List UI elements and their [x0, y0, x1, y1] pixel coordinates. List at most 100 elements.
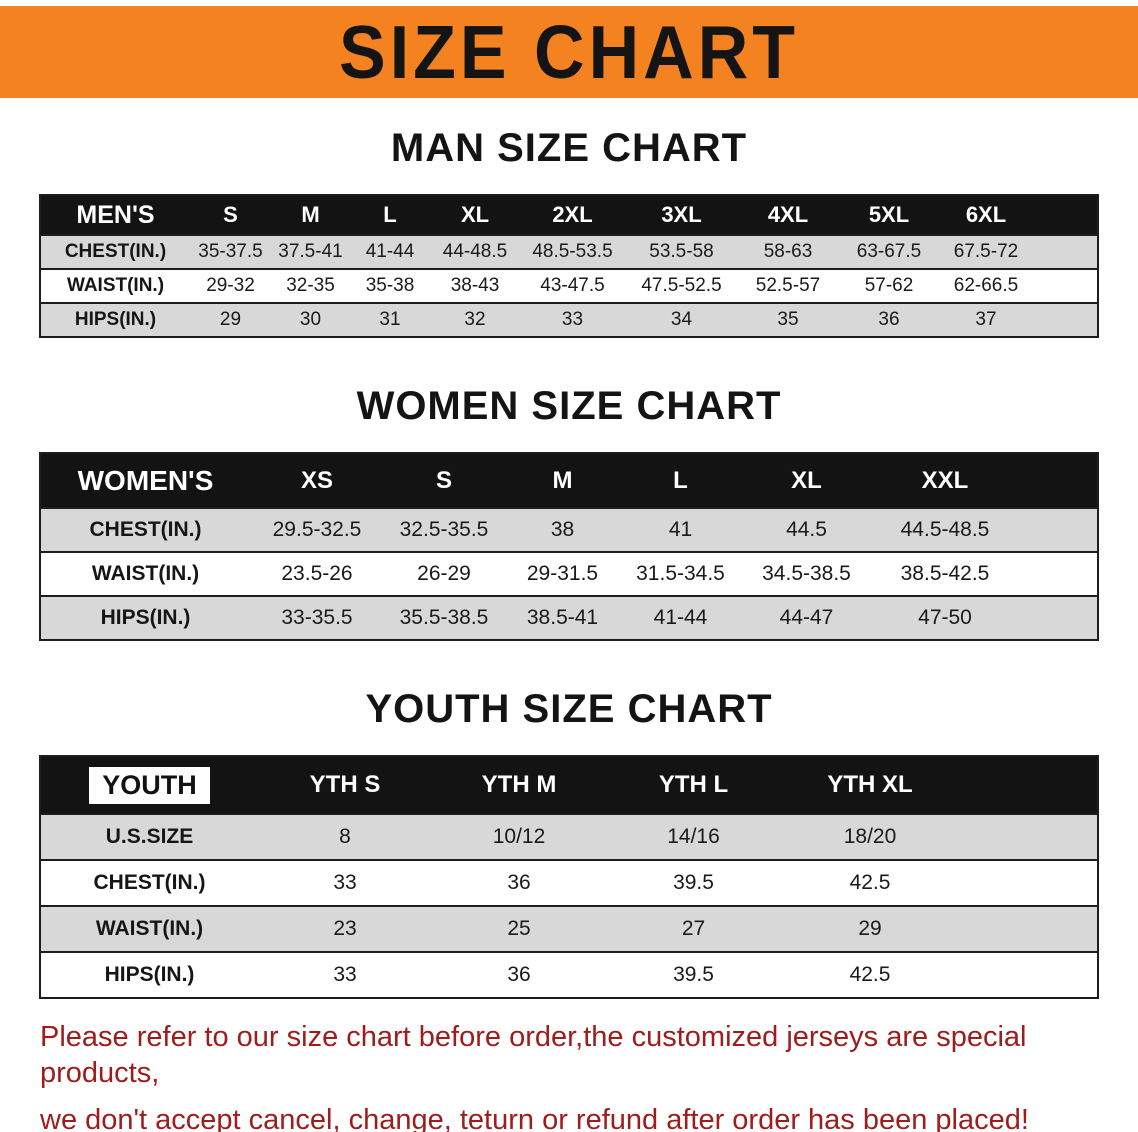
measurement-value-cell-text: 33-35.5: [281, 606, 353, 629]
measurement-value-cell: 42.5: [781, 859, 959, 906]
measurement-value-cell-text: 62-66.5: [953, 275, 1019, 296]
measurement-value-cell: 26-29: [384, 551, 504, 596]
measurement-value-cell: 43-47.5: [520, 268, 625, 303]
filler-cell: [1017, 551, 1098, 596]
measurement-label-cell: HIPS(IN.): [40, 951, 258, 998]
size-header-cell: YTH S: [258, 756, 432, 814]
size-header-cell-text: YTH L: [658, 771, 729, 798]
size-header-cell: S: [384, 453, 504, 508]
measurement-value-cell: 8: [258, 813, 432, 860]
measurement-label-cell: WAIST(IN.): [40, 905, 258, 952]
size-header-cell-text: 6XL: [965, 202, 1007, 227]
measurement-value-cell-text: 32: [464, 309, 486, 330]
size-header-cell-text: S: [435, 466, 452, 494]
size-header-cell: XXL: [873, 453, 1017, 508]
size-header-cell-text: M: [301, 202, 320, 227]
measurement-label-cell: CHEST(IN.): [40, 859, 258, 906]
measurement-value-cell-text: 67.5-72: [953, 241, 1019, 262]
measurement-value-cell-text: 23: [333, 917, 357, 940]
measurement-value-cell: 37.5-41: [271, 234, 350, 269]
women-size-table: WOMEN'S XS S M L XL XXL CHEST(IN.) 29.5-32.5 32.5…: [39, 452, 1099, 641]
size-header-cell: XL: [740, 453, 873, 508]
measurement-value-cell-text: 48.5-53.5: [532, 241, 613, 262]
size-header-cell-text: XS: [300, 466, 333, 494]
measurement-value-cell-text: 63-67.5: [856, 241, 922, 262]
measurement-value-cell-text: 42.5: [849, 963, 891, 986]
measurement-value-cell: 35.5-38.5: [384, 595, 504, 640]
measurement-value-cell-text: 37.5-41: [278, 241, 343, 262]
size-header-cell: XL: [430, 195, 520, 235]
table-header-row: WOMEN'S XS S M L XL XXL: [40, 453, 1098, 508]
filler-cell: [1032, 302, 1098, 337]
page-title: SIZE CHART: [339, 9, 799, 95]
measurement-value-cell-text: 18/20: [843, 825, 897, 848]
filler-cell: [1032, 268, 1098, 303]
table-row: CHEST(IN.) 29.5-32.5 32.5-35.5 38 41 44.5 44.5…: [40, 507, 1098, 552]
measurement-value-cell-text: 58-63: [763, 241, 813, 262]
measurement-value-cell: 31: [350, 302, 430, 337]
measurement-value-cell: 42.5: [781, 951, 959, 998]
measurement-value-cell-text: 52.5-57: [755, 275, 821, 296]
measurement-value-cell: 41-44: [621, 595, 740, 640]
measurement-label-cell: WAIST(IN.): [40, 268, 190, 303]
measurement-value-cell-text: 8: [339, 825, 351, 848]
filler-cell: [1017, 453, 1098, 508]
measurement-value-cell: 29-32: [190, 268, 271, 303]
measurement-value-cell-text: 36: [507, 963, 531, 986]
size-header-cell: L: [621, 453, 740, 508]
measurement-value-cell-text: 14/16: [667, 825, 720, 848]
measurement-value-cell: 23.5-26: [250, 551, 384, 596]
measurement-value-cell: 48.5-53.5: [520, 234, 625, 269]
size-header-cell: 2XL: [520, 195, 625, 235]
measurement-value-cell-text: 39.5: [673, 871, 714, 894]
measurement-value-cell-text: 35.5-38.5: [399, 606, 489, 629]
youth-size-table: YOUTH YTH S YTH M YTH L YTH XL U.S.SIZE 8 10/12…: [39, 755, 1099, 999]
measurement-value-cell: 31.5-34.5: [621, 551, 740, 596]
size-header-cell-text: L: [673, 466, 688, 494]
measurement-label-cell-text: WAIST(IN.): [66, 275, 165, 296]
measurement-value-cell: 39.5: [606, 951, 781, 998]
measurement-value-cell: 63-67.5: [838, 234, 940, 269]
measurement-value-cell-text: 53.5-58: [649, 241, 714, 262]
measurement-value-cell-text: 26-29: [417, 562, 471, 585]
table-row: CHEST(IN.) 35-37.5 37.5-41 41-44 44-48.5 48.5…: [40, 234, 1098, 269]
size-header-cell: 4XL: [738, 195, 838, 235]
measurement-label-cell: CHEST(IN.): [40, 507, 250, 552]
measurement-value-cell-text: 25: [507, 917, 531, 940]
measurement-value-cell: 23: [258, 905, 432, 952]
measurement-value-cell-text: 44.5-48.5: [900, 518, 990, 541]
order-notice: Please refer to our size chart before or…: [40, 1019, 1100, 1132]
measurement-value-cell: 29-31.5: [504, 551, 621, 596]
measurement-value-cell-text: 36: [507, 871, 531, 894]
measurement-value-cell: 29: [190, 302, 271, 337]
measurement-value-cell: 35-38: [350, 268, 430, 303]
measurement-value-cell: 41: [621, 507, 740, 552]
measurement-value-cell-text: 31: [379, 309, 401, 330]
table-header-row: YOUTH YTH S YTH M YTH L YTH XL: [40, 756, 1098, 814]
measurement-value-cell: 38.5-42.5: [873, 551, 1017, 596]
measurement-label-cell-text: HIPS(IN.): [104, 963, 195, 986]
table-row: HIPS(IN.) 29 30 31 32 33 34 35 36 37: [40, 302, 1098, 337]
notice-line-2: we don't accept cancel, change, teturn o…: [40, 1103, 1029, 1132]
measurement-value-cell-text: 10/12: [492, 825, 546, 848]
table-row: WAIST(IN.) 29-32 32-35 35-38 38-43 43-47.5 47.…: [40, 268, 1098, 303]
measurement-label-cell: WAIST(IN.): [40, 551, 250, 596]
size-header-cell: XS: [250, 453, 384, 508]
table-row: HIPS(IN.) 33-35.5 35.5-38.5 38.5-41 41-44 44-…: [40, 595, 1098, 640]
measurement-value-cell-text: 27: [681, 917, 706, 940]
measurement-value-cell: 58-63: [738, 234, 838, 269]
filler-cell: [1032, 195, 1098, 235]
table-row: WAIST(IN.) 23 25 27 29: [40, 905, 1098, 952]
measurement-label-cell: U.S.SIZE: [40, 813, 258, 860]
size-header-cell-text: S: [223, 202, 238, 227]
measurement-value-cell: 34.5-38.5: [740, 551, 873, 596]
measurement-label-cell-text: HIPS(IN.): [74, 309, 157, 330]
measurement-label-cell-text: CHEST(IN.): [93, 871, 206, 894]
measurement-value-cell-text: 38.5-41: [526, 606, 599, 629]
measurement-value-cell: 35: [738, 302, 838, 337]
measurement-value-cell: 33: [520, 302, 625, 337]
measurement-value-cell-text: 31.5-34.5: [636, 562, 725, 585]
size-header-cell-text: 3XL: [661, 202, 702, 227]
measurement-value-cell: 10/12: [432, 813, 606, 860]
size-header-cell: YTH M: [432, 756, 606, 814]
